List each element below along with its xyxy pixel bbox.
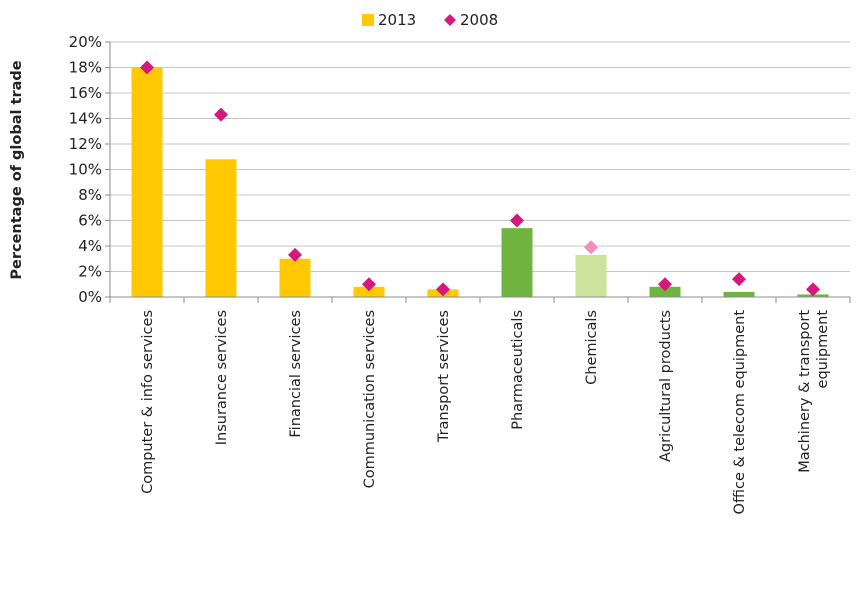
y-tick-label: 8% — [78, 186, 102, 204]
x-category-label: Insurance services — [214, 310, 230, 445]
marker-2008 — [806, 282, 820, 297]
x-category-text: Insurance services — [214, 310, 230, 445]
marker-2008 — [436, 282, 450, 297]
x-category-label: Financial services — [288, 310, 304, 438]
x-category-label: Agricultural products — [658, 310, 674, 462]
bar-2013 — [131, 67, 163, 297]
x-category-text: Pharmaceuticals — [510, 310, 526, 430]
y-tick-label: 12% — [69, 135, 102, 153]
bar-2013 — [501, 228, 533, 297]
markers-2008 — [140, 60, 820, 297]
y-tick-label: 20% — [69, 33, 102, 51]
legend-label: 2013 — [378, 11, 416, 29]
bars-2013 — [131, 67, 829, 297]
x-axis-categories: Computer & info services Insurance servic… — [140, 310, 831, 515]
bar-2013 — [205, 159, 237, 297]
bar-2013 — [279, 258, 311, 297]
y-tick-label: 16% — [69, 84, 102, 102]
x-category-text: Financial services — [288, 310, 304, 438]
x-category-label: Office & telecom equipment — [732, 310, 748, 515]
x-category-text: Communication services — [362, 310, 378, 488]
bar-2013 — [723, 291, 755, 297]
y-axis-ticks: 0% 2% 4% 6% 8% 10% 12% 14% 16% 18% 20% — [69, 33, 110, 306]
legend-swatch — [362, 14, 374, 26]
legend-label: 2008 — [460, 11, 498, 29]
x-category-label: Pharmaceuticals — [510, 310, 526, 430]
legend: 2013 2008 — [362, 11, 498, 29]
y-tick-label: 6% — [78, 212, 102, 230]
marker-2008 — [510, 213, 524, 228]
marker-2008 — [584, 240, 598, 255]
marker-2008 — [362, 277, 376, 292]
x-category-text: Transport services — [436, 310, 452, 443]
axes — [109, 42, 851, 303]
x-category-text: Office & telecom equipment — [732, 310, 748, 515]
x-category-label: Machinery & transport equipment — [797, 310, 831, 473]
marker-2008 — [658, 277, 672, 292]
y-tick-label: 0% — [78, 288, 102, 306]
y-tick-label: 14% — [69, 110, 102, 128]
y-tick-label: 4% — [78, 237, 102, 255]
y-tick-label: 2% — [78, 263, 102, 281]
marker-2008 — [140, 60, 154, 75]
x-category-text: Agricultural products — [658, 310, 674, 462]
x-category-label: Computer & info services — [140, 310, 156, 494]
x-category-label: Transport services — [436, 310, 452, 443]
legend-item: 2008 — [444, 11, 498, 29]
legend-item: 2013 — [362, 11, 416, 29]
bar-2013 — [575, 254, 607, 297]
y-axis-label: Percentage of global trade — [9, 60, 25, 279]
marker-2008 — [732, 272, 746, 287]
y-tick-label: 10% — [69, 161, 102, 179]
x-category-label: Communication services — [362, 310, 378, 488]
x-category-text: Computer & info services — [140, 310, 156, 494]
x-category-text: equipment — [815, 310, 831, 389]
x-category-text: Machinery & transport — [797, 310, 813, 473]
bar-2013 — [353, 286, 385, 297]
marker-2008 — [214, 107, 228, 122]
x-category-text: Chemicals — [584, 310, 600, 385]
y-tick-label: 18% — [69, 59, 102, 77]
x-category-label: Chemicals — [584, 310, 600, 385]
bar-2013 — [649, 286, 681, 297]
legend-swatch — [444, 14, 456, 26]
marker-2008 — [288, 247, 302, 262]
